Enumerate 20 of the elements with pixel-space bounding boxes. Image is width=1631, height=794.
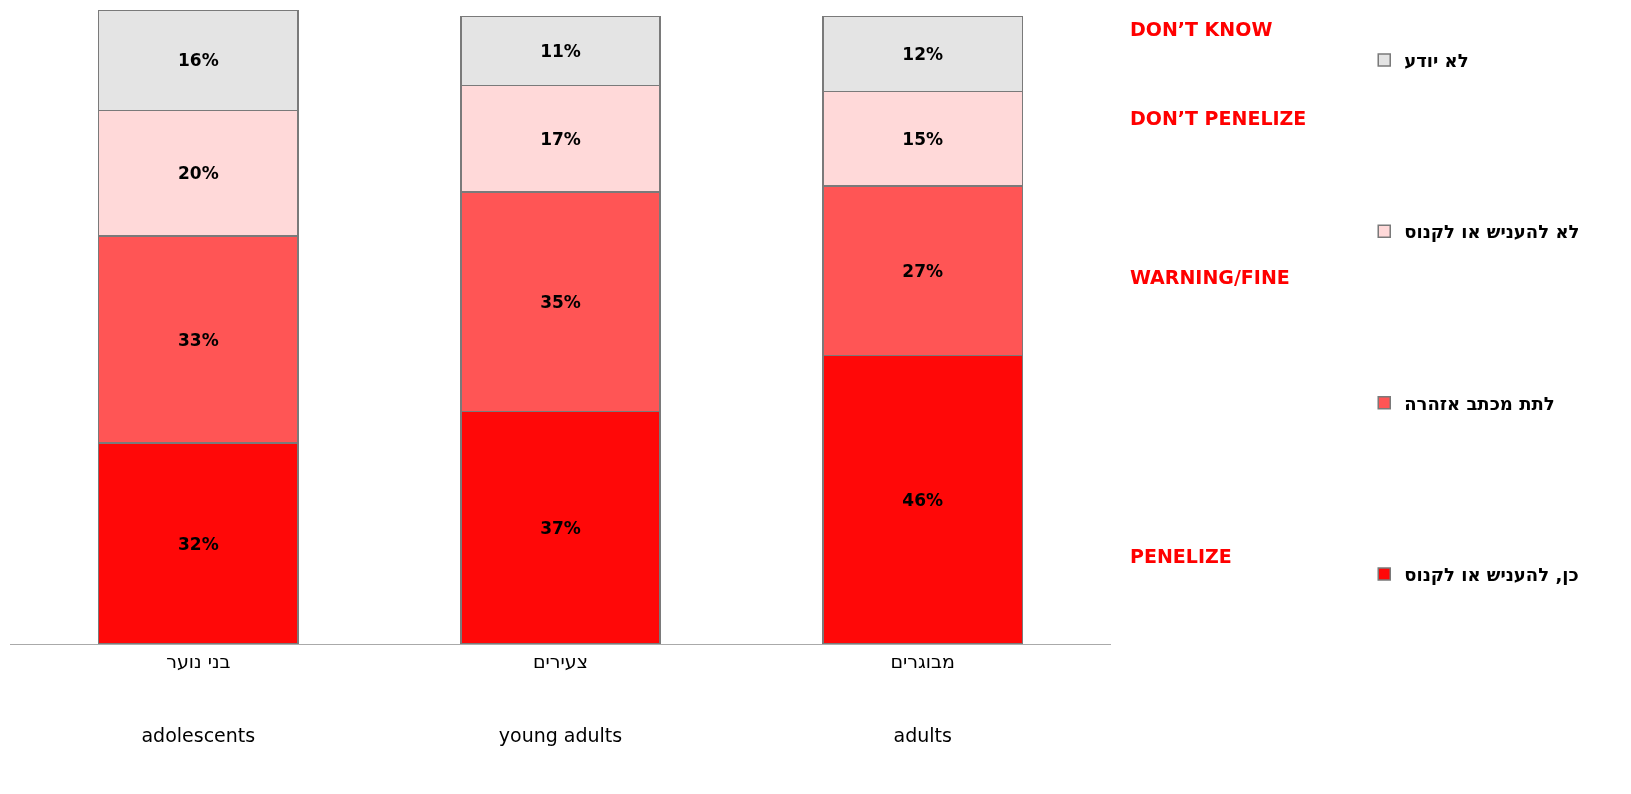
text: DON’T PENELIZE: [1130, 107, 1307, 129]
data-label: 11%: [540, 40, 581, 61]
data-label: 20%: [177, 163, 219, 184]
legend-label: לא להעניש או לקנוס: [1404, 221, 1580, 243]
legend-label: לתת מכתב אזהרה: [1404, 392, 1555, 414]
data-label: 16%: [177, 50, 219, 71]
legend-label: לא יודע: [1404, 49, 1469, 71]
text: DON’T KNOW: [1130, 18, 1273, 40]
data-label: 32%: [177, 533, 219, 554]
data-label: 15%: [902, 128, 944, 149]
data-label: 35%: [540, 291, 581, 312]
legend-label: כן, להעניש או לקנוס: [1404, 564, 1579, 586]
text: WARNING/FINE: [1130, 266, 1290, 288]
data-label: 17%: [540, 128, 581, 149]
text: PENELIZE: [1130, 545, 1232, 567]
data-label: 33%: [177, 329, 219, 350]
data-label: 12%: [902, 43, 944, 64]
data-label: 37%: [540, 517, 581, 538]
data-label: 27%: [902, 260, 944, 281]
data-label: 46%: [902, 489, 944, 510]
